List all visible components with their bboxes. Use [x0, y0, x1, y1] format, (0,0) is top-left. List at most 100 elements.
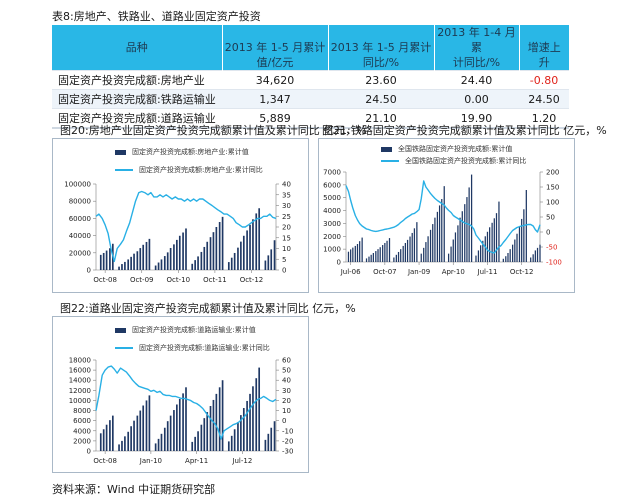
bar [118, 444, 120, 451]
left-tick-label: 0 [337, 259, 341, 267]
bar [105, 424, 108, 451]
bar [127, 431, 130, 451]
bar [215, 227, 218, 270]
right-tick-label: 25 [282, 213, 291, 221]
bar [365, 258, 368, 262]
bar [249, 224, 251, 270]
bar [425, 242, 427, 262]
bar [516, 233, 518, 262]
header-cum-value: 2013 年 1-5 月累计 值/亿元 [222, 25, 329, 71]
chart-20-legend-line: 固定资产投资完成额:房地产业:累计同比 [139, 165, 263, 174]
bar [218, 387, 221, 451]
series-line [345, 180, 541, 254]
bar [406, 239, 409, 262]
bar [352, 247, 354, 262]
right-tick-label: 40 [282, 377, 291, 385]
series-line [95, 365, 277, 440]
row-cum-yoy-may: 24.50 [328, 89, 434, 109]
row-cum-yoy-may: 23.60 [328, 70, 434, 90]
bar [191, 263, 194, 270]
bar [233, 252, 236, 270]
bar [230, 257, 233, 270]
bar [185, 228, 187, 270]
bar [475, 255, 477, 262]
bar [209, 237, 212, 270]
bar [393, 257, 395, 262]
bar [200, 424, 203, 451]
bar [194, 436, 196, 451]
bar [142, 405, 145, 451]
x-tick-label: Jul-06 [340, 268, 361, 276]
bar [264, 439, 267, 451]
table-row: 固定资产投资完成额:道路运输业 5,889 21.10 19.90 1.20 [52, 108, 569, 129]
bar [124, 261, 126, 270]
left-tick-label: 60000 [69, 215, 91, 223]
bar [464, 204, 466, 262]
bar [173, 410, 175, 451]
bar [109, 248, 111, 270]
right-tick-label: 50 [282, 367, 291, 375]
bar [273, 421, 276, 451]
bar [206, 412, 209, 451]
bar [427, 236, 429, 262]
bar [130, 256, 132, 270]
x-tick-label: Apr-10 [442, 268, 465, 276]
bar [356, 244, 359, 262]
left-tick-label: 40000 [69, 232, 91, 240]
row-cum-value: 5,889 [222, 108, 328, 129]
chart-22-legend-line: 固定资产投资完成额:道路运输业:累计同比 [139, 343, 270, 352]
right-tick-label: 50 [546, 214, 555, 222]
row-growth-change: -0.80 [519, 70, 569, 90]
bar [382, 245, 384, 262]
bar [454, 232, 457, 262]
bar [534, 250, 536, 262]
bar [255, 213, 258, 270]
chart-21-legend-bar: 全国铁路固定资产投资完成额:累计值 [398, 144, 513, 153]
bar [441, 199, 443, 262]
bar [489, 227, 491, 262]
bar [377, 249, 379, 262]
bar [182, 393, 184, 451]
bar [194, 260, 196, 270]
legend-line-swatch [381, 160, 399, 162]
bar [124, 436, 126, 451]
bar [495, 213, 498, 262]
left-tick-label: 5000 [323, 194, 341, 202]
bar [173, 244, 175, 270]
bar [461, 211, 463, 262]
right-tick-label: 20 [282, 397, 291, 405]
bar [102, 429, 105, 451]
bar [379, 247, 381, 262]
bar [121, 440, 123, 451]
bar [255, 378, 258, 451]
x-tick-label: Jan-10 [139, 457, 162, 465]
bar [102, 252, 105, 270]
x-tick-label: Jan-09 [407, 268, 430, 276]
row-cum-yoy-apr: 0.00 [434, 89, 519, 109]
bar [142, 244, 145, 270]
bar [347, 251, 350, 262]
bar [176, 239, 178, 270]
right-tick-label: 20 [282, 224, 291, 232]
bar [242, 408, 245, 451]
right-tick-label: 0 [546, 229, 550, 237]
bar [359, 241, 361, 262]
bar [411, 232, 413, 262]
left-tick-label: 0 [87, 267, 91, 275]
bar [512, 244, 514, 262]
bar [212, 232, 215, 270]
chart-20-title: 图20:房地产业固定资产投资完成额累计值及累计同比 亿元，% [60, 124, 367, 137]
bar [249, 393, 251, 451]
bar [270, 427, 273, 451]
bar [145, 241, 148, 270]
bar [434, 217, 436, 262]
left-tick-label: 100000 [64, 181, 91, 189]
x-tick-label: Oct-10 [167, 276, 191, 284]
bar [361, 237, 363, 262]
bar [218, 222, 221, 270]
bar [436, 211, 439, 262]
left-tick-label: 4000 [73, 427, 91, 435]
bar [479, 245, 482, 262]
bar [354, 245, 356, 262]
bar [227, 441, 230, 451]
